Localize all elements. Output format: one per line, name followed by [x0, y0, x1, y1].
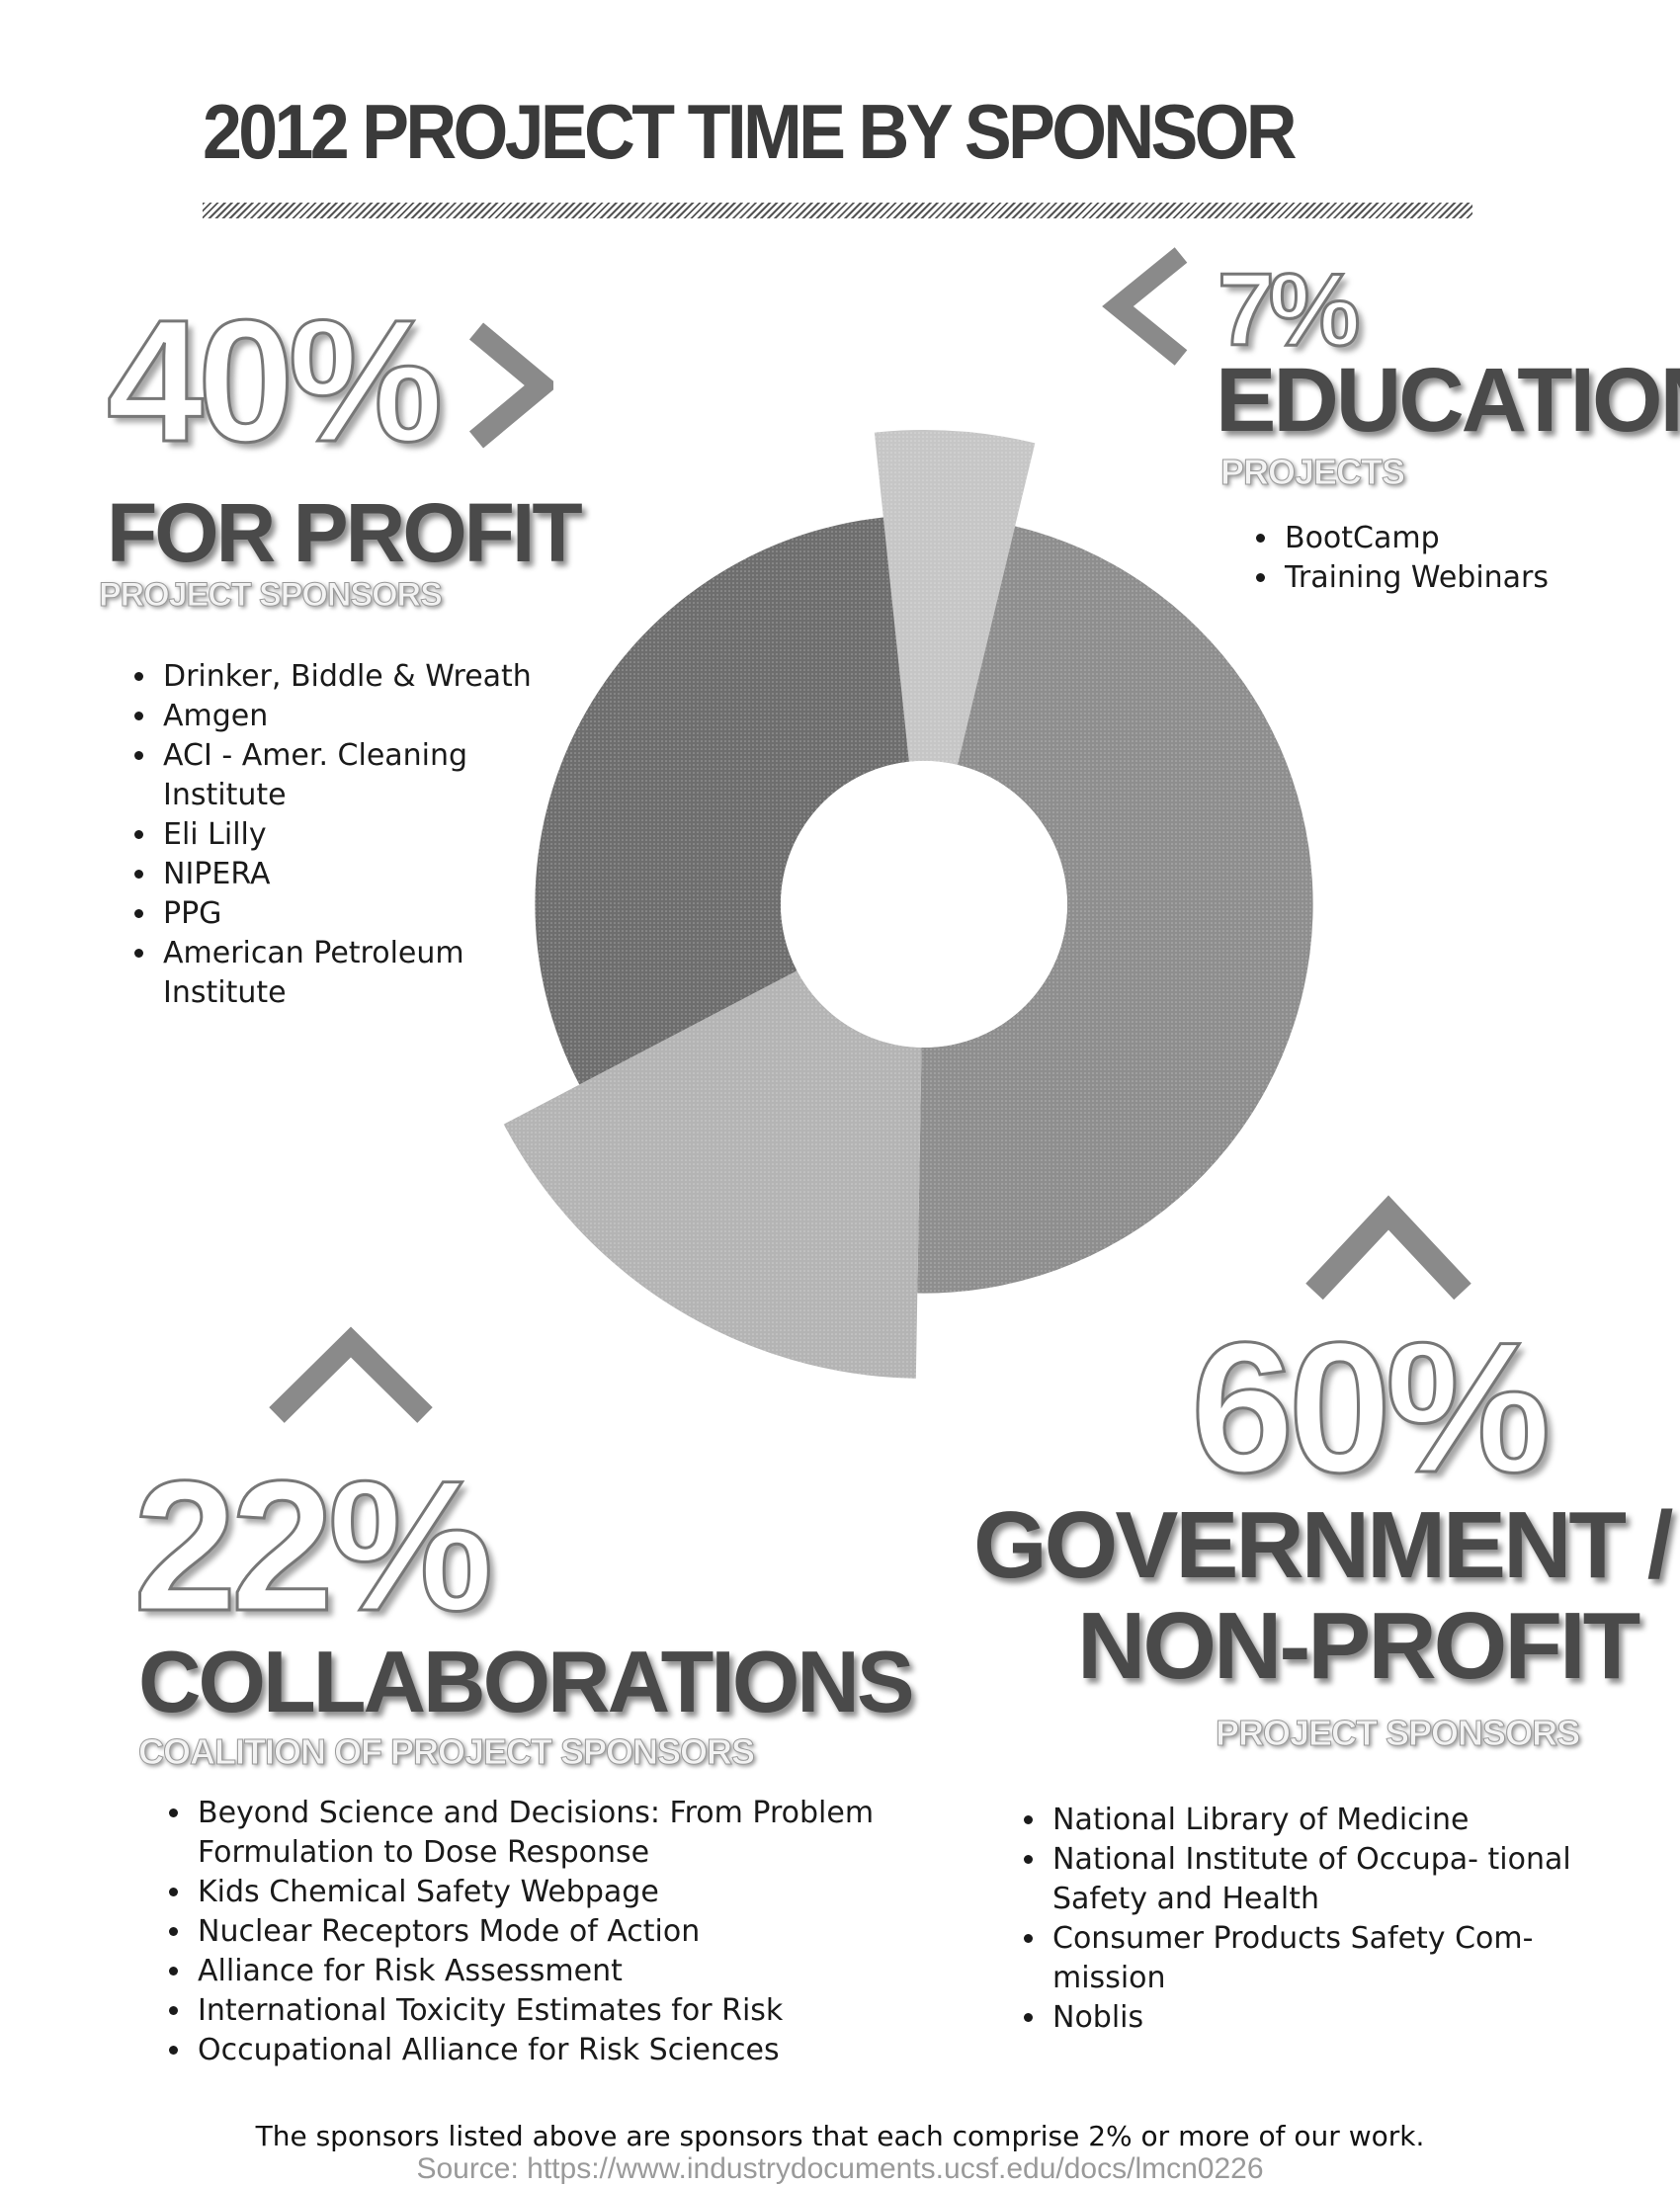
education-percent: 7% [1216, 253, 1361, 368]
list-item: Kids Chemical Safety Webpage [194, 1873, 945, 1912]
list-item: Amgen [159, 697, 554, 736]
donut-slice-texture [535, 517, 909, 1085]
list-item: Noblis [1049, 1998, 1602, 2038]
list-item: Occupational Alliance for Risk Sciences [194, 2031, 945, 2070]
list-item: National Library of Medicine [1049, 1801, 1602, 1840]
for-profit-label: FOR PROFIT [107, 486, 583, 579]
for-profit-sponsor-list: Drinker, Biddle & WreathAmgenACI - Amer.… [114, 657, 554, 1013]
for-profit-sublabel: PROJECT SPONSORS [99, 576, 444, 614]
list-item: Training Webinars [1281, 558, 1680, 598]
education-project-list: BootCampTraining Webinars [1235, 519, 1680, 598]
education-label: EDUCATION [1216, 350, 1680, 451]
list-item: National Institute of Occupa- tional Saf… [1049, 1840, 1602, 1919]
list-item: PPG [159, 894, 554, 934]
list-item: American Petroleum Institute [159, 934, 554, 1013]
government-label-line2: NON-PROFIT [1077, 1593, 1640, 1699]
collaborations-label: COLLABORATIONS [138, 1633, 915, 1730]
for-profit-percent: 40% [105, 285, 444, 478]
government-sublabel: PROJECT SPONSORS [1215, 1713, 1580, 1753]
list-item: ACI - Amer. Cleaning Institute [159, 736, 554, 815]
collaborations-percent: 22% [131, 1442, 494, 1649]
chevron-right-icon [468, 322, 553, 449]
list-item: Nuclear Receptors Mode of Action [194, 1912, 945, 1952]
collaborations-sublabel: COALITION OF PROJECT SPONSORS [137, 1731, 755, 1772]
donut-center-hole [781, 761, 1067, 1048]
list-item: International Toxicity Estimates for Ris… [194, 1991, 945, 2031]
donut-slice-texture [503, 970, 922, 1379]
chevron-up-icon [269, 1326, 433, 1423]
list-item: Drinker, Biddle & Wreath [159, 657, 554, 697]
government-label-line1: GOVERNMENT / [973, 1492, 1673, 1598]
government-sponsor-list: National Library of MedicineNational Ins… [1003, 1801, 1602, 2038]
chevron-up-icon [1305, 1195, 1471, 1300]
chevron-left-icon [1102, 247, 1188, 366]
collaborations-project-list: Beyond Science and Decisions: From Probl… [148, 1794, 945, 2070]
page-title: 2012 PROJECT TIME BY SPONSOR [203, 88, 1298, 175]
donut-slice-texture [917, 526, 1313, 1294]
donut-slice-texture [874, 429, 1036, 766]
government-percent: 60% [1189, 1303, 1552, 1511]
source-url: Source: https://www.industrydocuments.uc… [416, 2152, 1264, 2185]
list-item: NIPERA [159, 855, 554, 894]
list-item: Eli Lilly [159, 815, 554, 855]
list-item: Alliance for Risk Assessment [194, 1952, 945, 1991]
education-sublabel: PROJECTS [1219, 452, 1405, 492]
list-item: Consumer Products Safety Com- mission [1049, 1919, 1602, 1998]
title-divider [203, 203, 1472, 218]
list-item: BootCamp [1281, 519, 1680, 558]
list-item: Beyond Science and Decisions: From Probl… [194, 1794, 945, 1873]
footnote: The sponsors listed above are sponsors t… [255, 2120, 1425, 2152]
